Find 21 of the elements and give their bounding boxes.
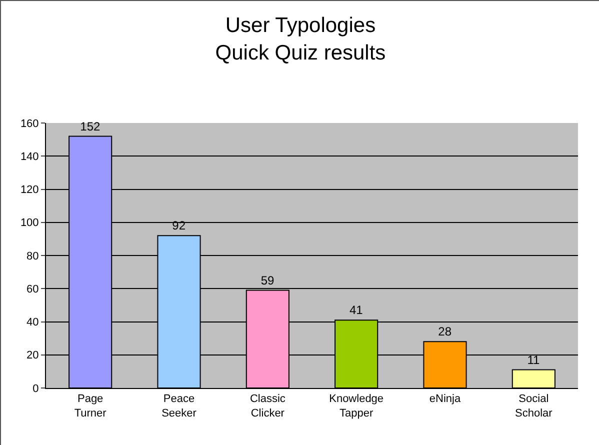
y-tick-label: 0 [32,382,39,395]
chart-title: User Typologies Quick Quiz results [215,14,386,64]
y-tick-label: 140 [20,150,39,163]
y-tick-label: 160 [20,118,39,130]
y-tick-label: 20 [26,350,39,362]
x-tick-label: Classic Clicker [250,393,286,420]
y-tick-label: 120 [20,184,39,196]
x-tick-label: Page Turner [74,393,107,420]
data-label: 11 [527,352,540,367]
data-label: 41 [349,303,364,318]
data-label: 152 [80,119,101,134]
y-tick-label: 40 [26,316,39,329]
data-label: 28 [438,324,452,339]
y-tick-label: 100 [20,217,39,230]
x-tick-label: Social Scholar [515,393,553,420]
x-tick-label: Peace Seeker [162,393,197,420]
x-tick-label: Knowledge Tapper [329,393,384,420]
data-label: 59 [260,273,275,288]
y-tick-label: 80 [26,250,39,262]
x-tick-label: eNinja [429,393,462,406]
y-tick-label: 60 [26,283,39,296]
